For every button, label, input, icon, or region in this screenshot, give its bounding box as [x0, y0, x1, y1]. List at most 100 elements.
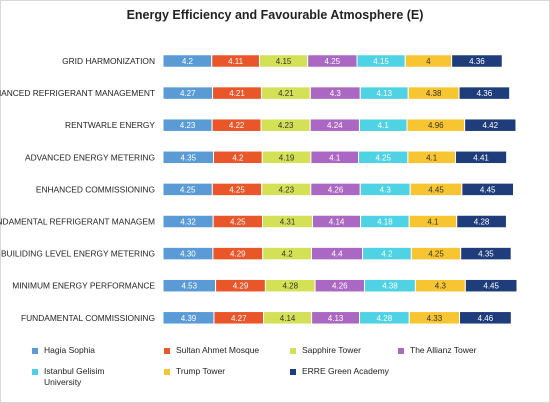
data-label: 4.28 — [377, 314, 393, 323]
category-label: ENHANCED COMMISSIONING — [36, 184, 155, 194]
data-label: 4.25 — [325, 57, 341, 66]
legend-swatch — [32, 369, 38, 375]
data-label: 4.36 — [469, 57, 485, 66]
data-label: 4.19 — [279, 153, 295, 162]
legend-item: Trump Tower — [164, 366, 225, 377]
legend-swatch — [164, 369, 170, 375]
data-label: 4.26 — [332, 282, 348, 291]
legend-label: Hagia Sophia — [44, 345, 96, 355]
data-label: 4.22 — [229, 121, 245, 130]
data-label: 4.32 — [180, 218, 196, 227]
data-label: 4.96 — [428, 121, 444, 130]
bar-segment — [461, 182, 515, 197]
data-label: 4.25 — [375, 153, 391, 162]
bar-segment — [459, 311, 512, 325]
data-label: 4.14 — [329, 218, 345, 227]
data-label: 4.4 — [331, 250, 343, 259]
bar-segment — [464, 118, 517, 132]
data-label: 4.35 — [180, 153, 196, 162]
data-label: 4.46 — [478, 314, 494, 323]
data-label: 4.25 — [229, 185, 245, 194]
data-label: 4.18 — [377, 218, 393, 227]
bar-segment — [454, 150, 508, 165]
category-label: FUNDAMENTAL COMMISSIONING — [21, 313, 155, 323]
data-label: 4.30 — [180, 250, 196, 259]
data-label: 4.2 — [182, 57, 194, 66]
data-label: 4.25 — [230, 218, 246, 227]
bar-segment — [464, 278, 518, 293]
data-label: 4.3 — [435, 282, 447, 291]
data-label: 4.14 — [280, 314, 296, 323]
data-label: 4.13 — [376, 89, 392, 98]
category-label: ENHANCED REFRIGERANT MANAGEMENT — [0, 88, 155, 98]
data-label: 4.26 — [328, 185, 344, 194]
legend-swatch — [164, 348, 170, 354]
data-label: 4.1 — [329, 153, 341, 162]
data-label: 4.23 — [180, 121, 196, 130]
legend-swatch — [290, 348, 296, 354]
data-label: 4.1 — [378, 121, 390, 130]
data-label: 4.29 — [233, 282, 249, 291]
legend-item: The Allianz Tower — [398, 345, 476, 356]
data-label: 4.1 — [427, 218, 439, 227]
category-label: GRID HARMONIZATION — [62, 56, 155, 66]
bar-segment — [458, 86, 511, 100]
data-label: 4.15 — [276, 57, 292, 66]
data-label: 4.27 — [180, 89, 196, 98]
category-label: BUILIDING LEVEL ENERGY METERING — [1, 249, 155, 259]
category-label: RENTWARLE ENERGY — [65, 120, 155, 130]
data-label: 4.42 — [483, 121, 499, 130]
legend-swatch — [398, 348, 404, 354]
data-label: 4.28 — [282, 282, 298, 291]
data-label: 4.2 — [232, 153, 244, 162]
chart-title: Energy Efficiency and Favourable Atmosph… — [126, 8, 424, 22]
data-label: 4.36 — [477, 89, 493, 98]
legend-label: ERRE Green Academy — [302, 366, 389, 376]
data-label: 4.29 — [230, 250, 246, 259]
bar-segment — [460, 246, 512, 261]
data-label: 4.15 — [373, 57, 389, 66]
data-label: 4.53 — [182, 282, 198, 291]
data-label: 4.31 — [280, 218, 296, 227]
data-label: 4 — [426, 57, 431, 66]
legend-item: Istanbul Gelisim University — [32, 366, 122, 388]
data-label: 4.23 — [278, 185, 294, 194]
data-label: 4.1 — [426, 153, 438, 162]
data-label: 4.27 — [231, 314, 247, 323]
legend-label: Sultan Ahmet Mosque — [176, 345, 260, 355]
legend-swatch — [32, 348, 38, 354]
data-label: 4.45 — [483, 282, 499, 291]
category-label: MINIMUM ENERGY PERFORMANCE — [12, 281, 155, 291]
legend-label: The Allianz Tower — [410, 345, 477, 355]
data-label: 4.11 — [228, 57, 244, 66]
legend-item: Sultan Ahmet Mosque — [164, 345, 259, 356]
legend-label: Sapphire Tower — [302, 345, 361, 355]
data-label: 4.2 — [282, 250, 294, 259]
data-label: 4.35 — [478, 250, 494, 259]
bar-segment — [456, 214, 507, 229]
data-label: 4.3 — [330, 89, 342, 98]
category-label: ADVANCED ENERGY METERING — [25, 152, 155, 162]
data-label: 4.38 — [382, 282, 398, 291]
data-label: 4.38 — [426, 89, 442, 98]
legend-label: Istanbul Gelisim University — [44, 366, 105, 387]
legend-item: Hagia Sophia — [32, 345, 95, 356]
data-label: 4.41 — [473, 153, 489, 162]
data-label: 4.21 — [278, 89, 294, 98]
data-label: 4.23 — [278, 121, 294, 130]
data-label: 4.2 — [381, 250, 393, 259]
legend-item: ERRE Green Academy — [290, 366, 389, 377]
data-label: 4.3 — [380, 185, 392, 194]
legend-item: Sapphire Tower — [290, 345, 361, 356]
data-label: 4.13 — [328, 314, 344, 323]
legend-swatch — [290, 369, 296, 375]
data-label: 4.21 — [229, 89, 245, 98]
data-label: 4.25 — [428, 250, 444, 259]
data-label: 4.28 — [474, 218, 490, 227]
data-label: 4.45 — [480, 185, 496, 194]
data-label: 4.25 — [180, 185, 196, 194]
category-label: FUNDAMENTAL REFRIGERANT MANAGEM — [0, 217, 155, 227]
data-label: 4.33 — [427, 314, 443, 323]
data-label: 4.24 — [327, 121, 343, 130]
